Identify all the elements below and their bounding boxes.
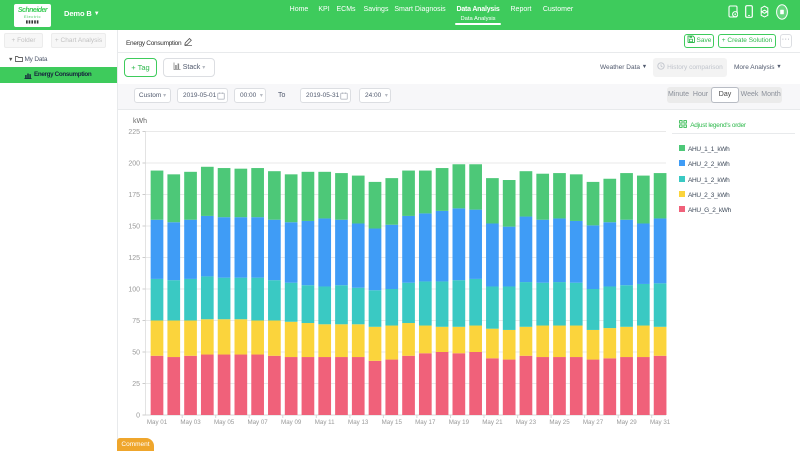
svg-text:May 21: May 21 — [482, 419, 503, 426]
svg-text:May 13: May 13 — [348, 419, 369, 426]
svg-text:75: 75 — [132, 318, 140, 325]
svg-text:May 27: May 27 — [583, 419, 604, 426]
svg-text:May 31: May 31 — [650, 419, 671, 426]
svg-text:kWh: kWh — [133, 118, 147, 125]
svg-text:May 23: May 23 — [516, 419, 537, 426]
svg-text:May 15: May 15 — [382, 419, 403, 426]
svg-text:100: 100 — [128, 287, 140, 294]
svg-text:May 05: May 05 — [214, 419, 235, 426]
svg-text:50: 50 — [132, 350, 140, 357]
svg-text:150: 150 — [128, 224, 140, 231]
svg-text:200: 200 — [128, 161, 140, 168]
svg-text:225: 225 — [128, 129, 140, 136]
svg-text:25: 25 — [132, 381, 140, 388]
svg-text:175: 175 — [128, 192, 140, 199]
svg-text:May 29: May 29 — [616, 419, 637, 426]
svg-text:May 07: May 07 — [247, 419, 268, 426]
svg-text:May 19: May 19 — [449, 419, 470, 426]
svg-text:May 09: May 09 — [281, 419, 302, 426]
svg-text:May 11: May 11 — [315, 419, 335, 426]
svg-text:May 17: May 17 — [415, 419, 436, 426]
svg-text:0: 0 — [136, 413, 140, 420]
svg-text:May 01: May 01 — [147, 419, 168, 426]
svg-text:May 03: May 03 — [180, 419, 201, 426]
svg-text:May 25: May 25 — [549, 419, 570, 426]
svg-text:125: 125 — [128, 255, 140, 262]
